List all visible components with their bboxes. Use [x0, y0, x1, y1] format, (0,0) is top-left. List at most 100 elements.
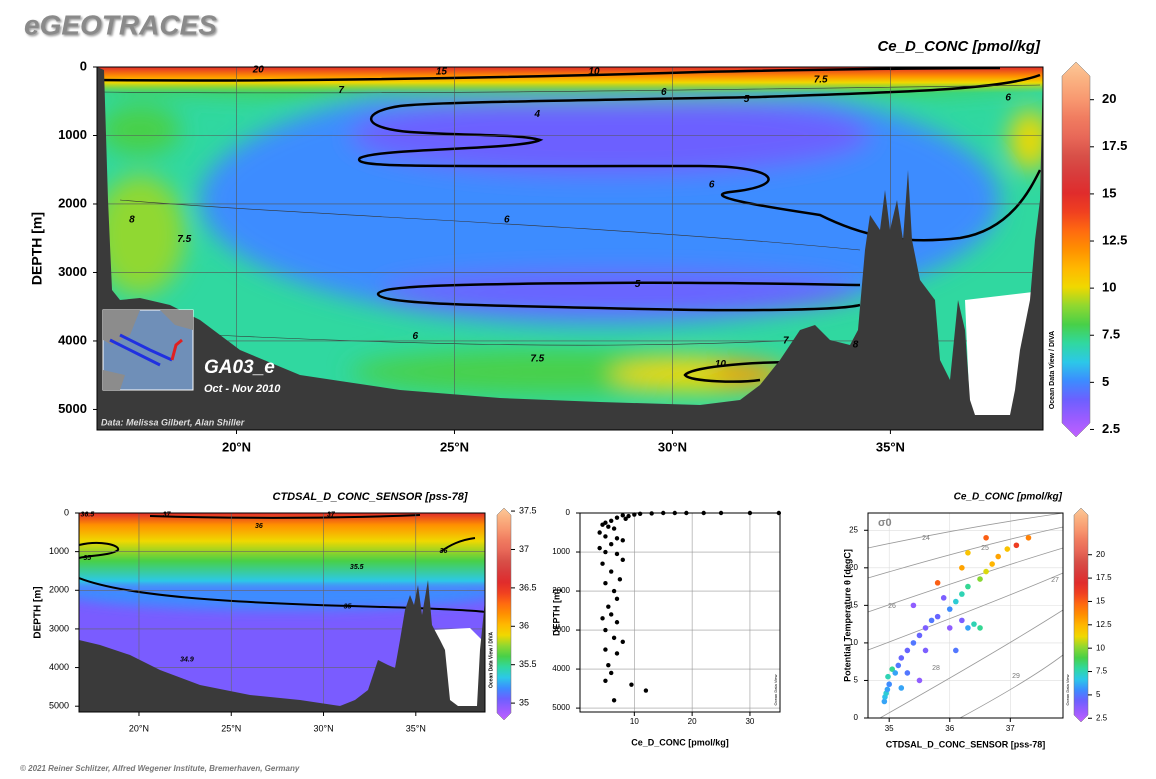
plot-frame — [867, 512, 1064, 719]
contour-label: 7.5 — [177, 234, 191, 245]
annotation: Oct - Nov 2010 — [204, 383, 281, 395]
scatter-point — [1025, 534, 1032, 541]
contour-label: 7.5 — [530, 353, 544, 364]
isopycnal-label: 27 — [1051, 577, 1059, 584]
contour-label: 7 — [783, 336, 789, 347]
scatter-point — [959, 617, 965, 624]
scatter-point — [904, 647, 911, 654]
y-tick-label: 5000 — [58, 401, 87, 416]
scatter-point — [995, 553, 1002, 560]
scatter-point — [904, 670, 911, 676]
colorbar-tick-label: 7.5 — [1102, 327, 1120, 342]
contour-label: 36.5 — [80, 511, 94, 518]
y-tick-label: 1000 — [49, 546, 69, 556]
x-tick-label: 20°N — [129, 723, 149, 733]
scatter-point — [632, 512, 637, 517]
scatter-point — [898, 685, 905, 691]
y-axis-label: Potential Temperature θ [degC] — [842, 549, 852, 682]
colorbar-tick-label: 10 — [1102, 280, 1116, 295]
contour-label: 7 — [338, 85, 344, 96]
contour-label: 36 — [440, 548, 448, 555]
colorbar-tick-label: 35.5 — [519, 659, 537, 669]
scatter-point — [965, 549, 971, 556]
scatter-point — [611, 526, 617, 531]
colorbar — [1061, 61, 1091, 438]
y-tick-label: 2000 — [49, 585, 69, 595]
colorbar — [1073, 507, 1089, 723]
scatter-point — [672, 510, 677, 516]
footer: © 2021 Reiner Schlitzer, Alfred Wegener … — [20, 764, 300, 773]
x-tick-label: 25°N — [221, 723, 241, 733]
x-tick-label: 30 — [745, 717, 754, 726]
scatter-point — [953, 598, 959, 605]
plot-frame — [78, 512, 486, 713]
scatter-point — [886, 681, 892, 688]
scatter-point — [620, 538, 625, 543]
y-axis-label: DEPTH [m] — [33, 586, 44, 638]
colorbar-tick-label: 12.5 — [1096, 620, 1112, 629]
y-tick-label: 0 — [80, 58, 87, 73]
scatter-point — [881, 698, 888, 705]
x-tick-label: 35 — [885, 724, 894, 733]
scatter-point — [977, 576, 983, 582]
plot-frame — [579, 512, 781, 713]
isopycnal-label: 24 — [922, 535, 930, 542]
scatter-point — [977, 625, 983, 631]
scatter-point — [747, 510, 753, 516]
contour-label: 35.5 — [350, 564, 364, 571]
scatter-point — [885, 673, 891, 680]
y-tick-label: 3000 — [58, 264, 87, 279]
isopycnal-label: 26 — [888, 603, 896, 610]
isopycnal-label: 29 — [1012, 673, 1020, 680]
colorbar — [496, 507, 512, 721]
scatter-point — [603, 678, 608, 683]
x-tick-label: 36 — [945, 724, 954, 733]
scatter-point — [603, 549, 608, 555]
scatter-point — [946, 625, 953, 631]
scatter-point — [661, 510, 666, 516]
scatter-point — [940, 595, 947, 601]
scatter-point — [637, 511, 643, 516]
scatter-point — [606, 662, 611, 668]
colorbar-tick-label: 5 — [1102, 374, 1109, 389]
scatter-point — [597, 530, 602, 535]
x-tick-label: 25°N — [440, 439, 469, 454]
chart-title: CTDSAL_D_CONC_SENSOR [pss-78] — [273, 491, 468, 503]
scatter-point — [946, 606, 953, 612]
colorbar-tick-label: 20 — [1102, 91, 1116, 106]
scatter-point — [971, 621, 977, 627]
scatter-point — [611, 698, 617, 703]
colorbar-tick-label: 15 — [1102, 185, 1116, 200]
y-tick-label: 10 — [849, 638, 858, 647]
annotation: Data: Melissa Gilbert, Alan Shiller — [101, 417, 245, 427]
bathymetry — [79, 580, 485, 712]
contour-label: 6 — [1005, 92, 1011, 103]
y-tick-label: 0 — [64, 507, 69, 517]
y-tick-label: 2000 — [552, 586, 570, 595]
x-tick-label: 37 — [1006, 724, 1015, 733]
annotation: GA03_e — [204, 357, 275, 378]
scatter-point — [603, 647, 608, 652]
y-tick-label: 25 — [849, 525, 858, 534]
plot-frame — [96, 66, 1044, 431]
colorbar-tick-label: 2.5 — [1102, 421, 1120, 436]
scatter-point — [892, 670, 899, 676]
contour-label: 20 — [252, 65, 265, 76]
colorbar-tick-label: 37 — [519, 544, 529, 554]
x-tick-label: 30°N — [313, 723, 333, 733]
scatter-point — [606, 524, 611, 529]
scatter-point — [609, 518, 614, 524]
scatter-point — [623, 516, 628, 522]
contour-label: 37 — [163, 511, 172, 518]
y-tick-label: 0 — [854, 713, 859, 722]
y-tick-label: 3000 — [552, 625, 570, 634]
scatter-point — [959, 591, 965, 597]
contour-label: 10 — [588, 66, 600, 77]
scatter-point — [597, 545, 602, 551]
plot-area — [580, 513, 780, 712]
scatter-point — [643, 688, 649, 693]
contour-label: 15 — [436, 66, 448, 77]
field — [97, 67, 1043, 430]
scatter-point — [649, 511, 654, 516]
